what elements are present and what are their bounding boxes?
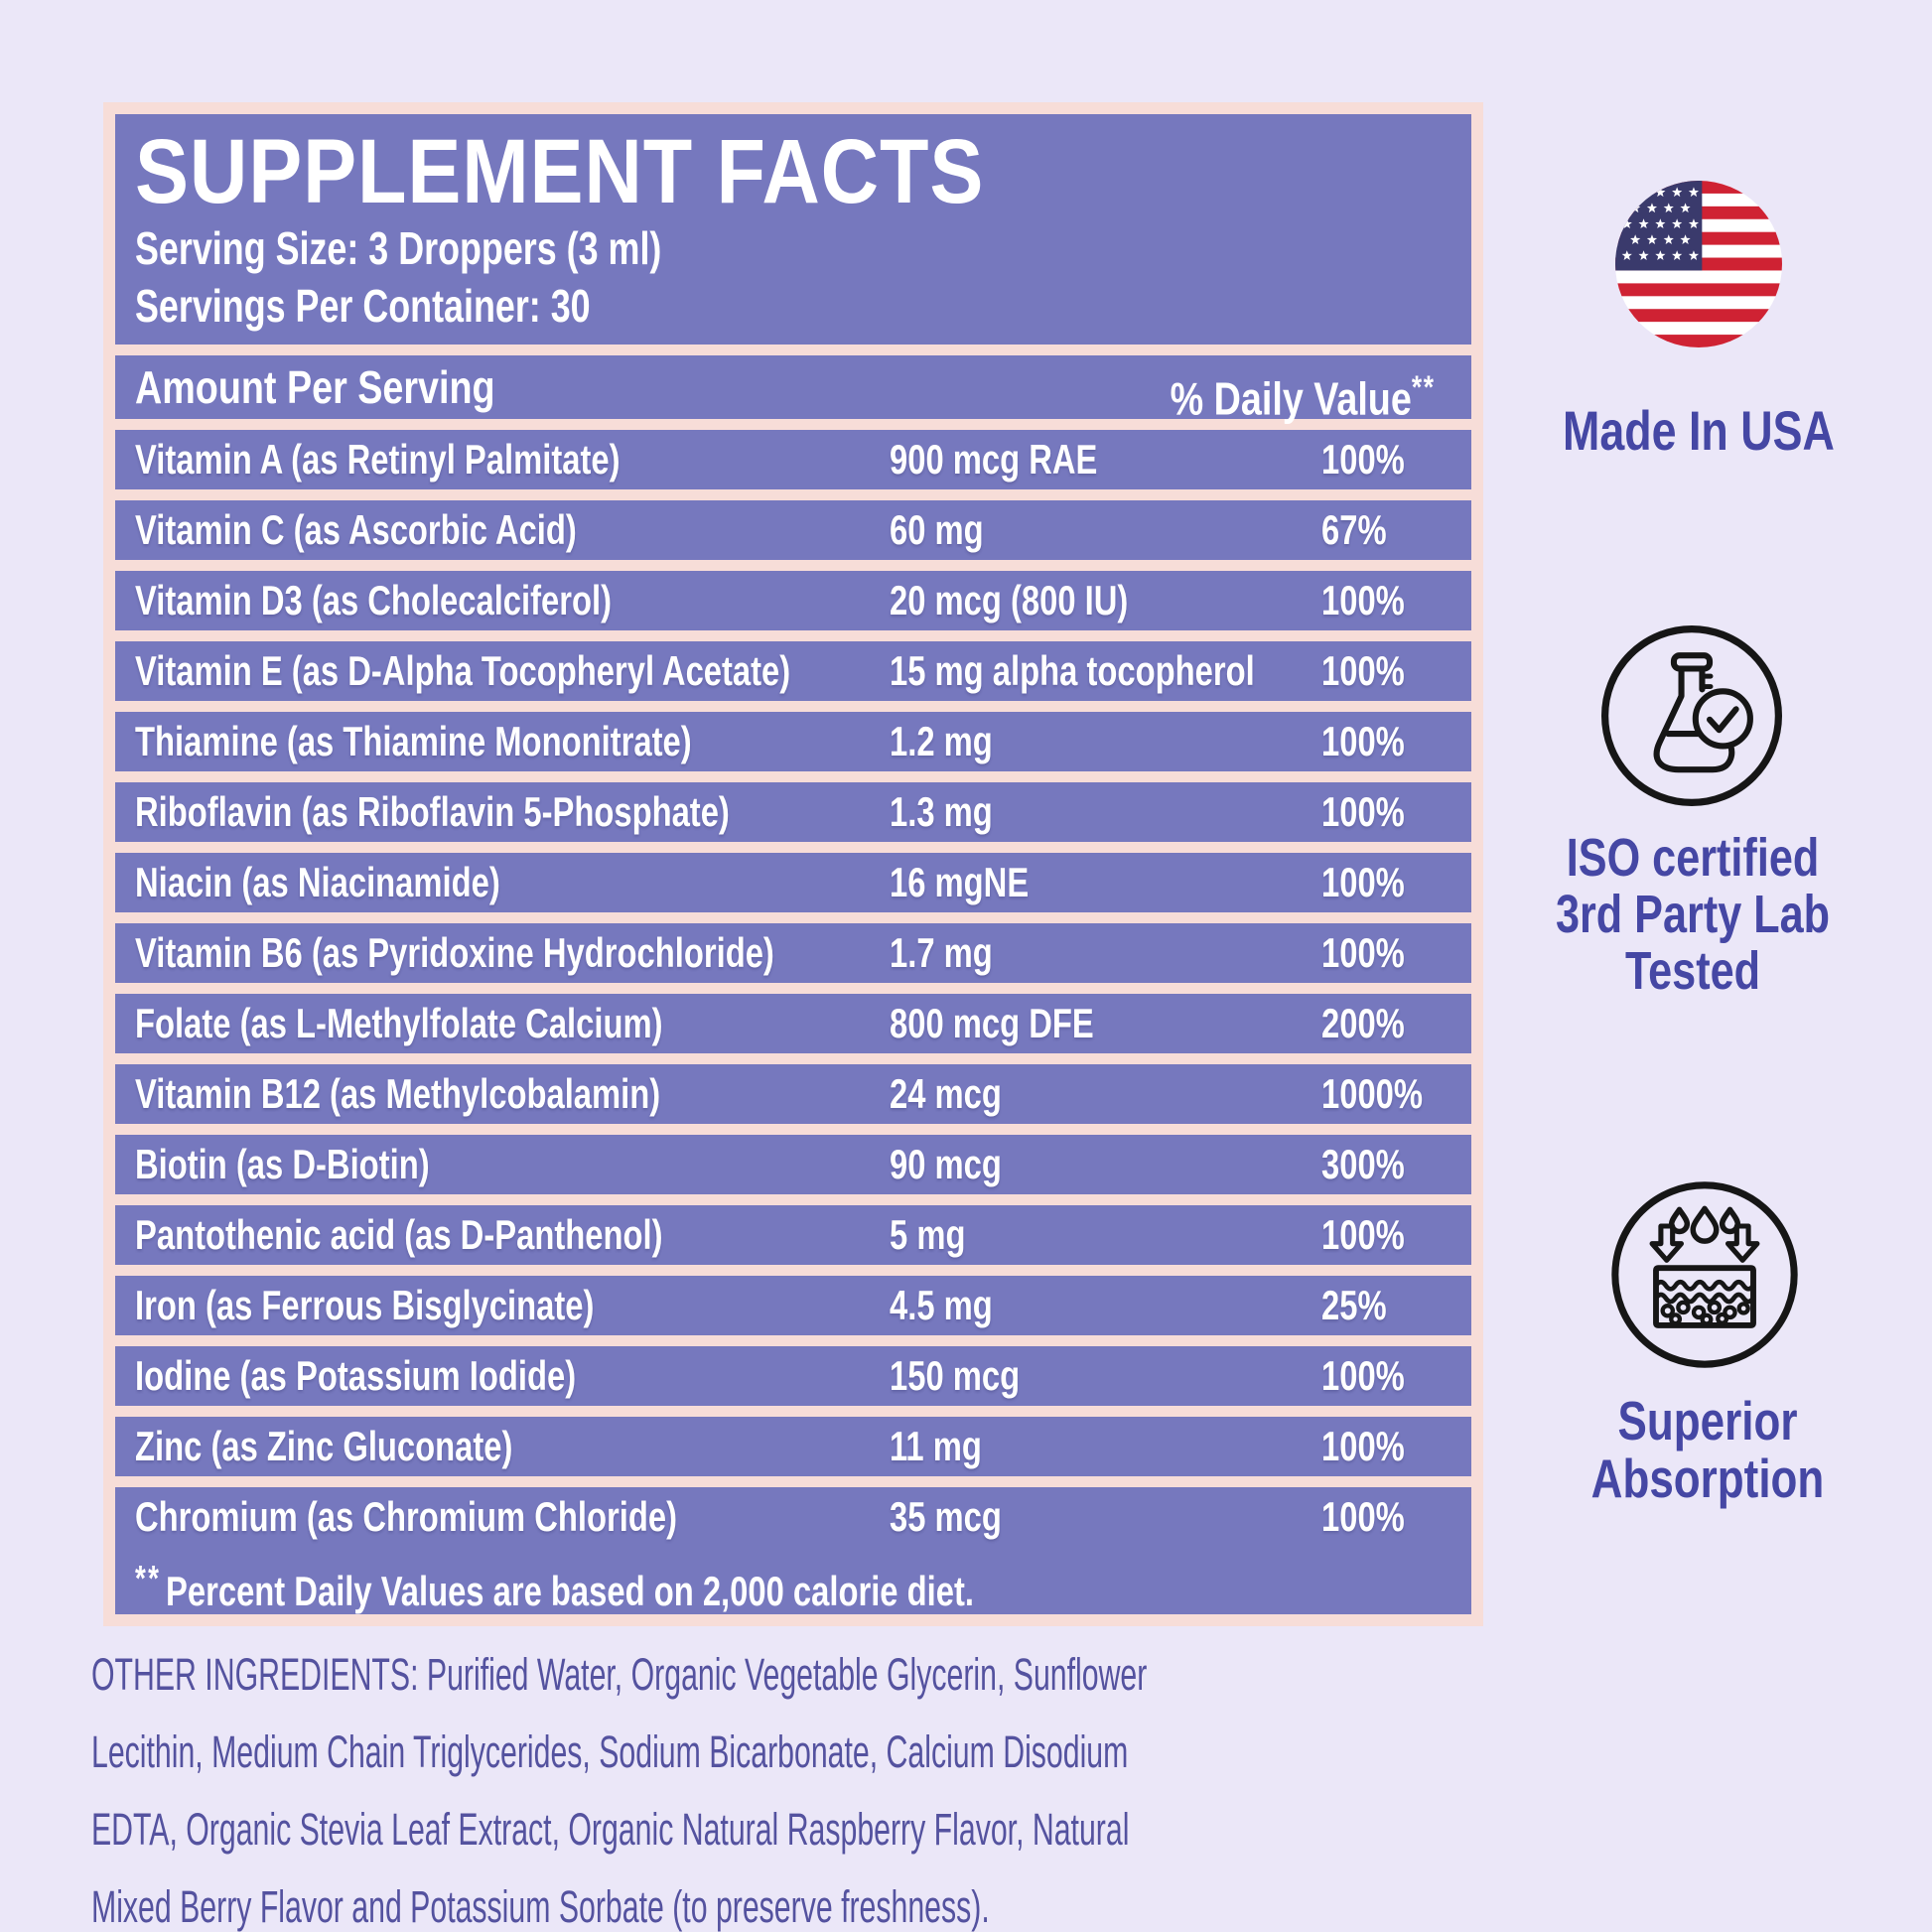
nutrient-amount: 1.2 mg — [890, 718, 993, 764]
nutrient-amount: 24 mcg — [890, 1070, 1002, 1117]
nutrient-amount: 11 mg — [890, 1423, 982, 1469]
daily-value-asterisks: ** — [1412, 369, 1436, 405]
iso-caption-line-2: 3rd Party Lab — [1555, 885, 1831, 944]
nutrient-name: Iron (as Ferrous Bisglycinate) — [135, 1282, 595, 1328]
nutrient-daily-value: 100% — [1321, 1352, 1405, 1399]
nutrient-name: Riboflavin (as Riboflavin 5-Phosphate) — [135, 788, 730, 835]
table-row: Vitamin B12 (as Methylcobalamin) 24 mcg 10… — [115, 1064, 1471, 1124]
footnote-row: ** Percent Daily Values are based on 2,00… — [115, 1547, 1471, 1614]
nutrient-name: Vitamin E (as D-Alpha Tocopheryl Acetate… — [135, 647, 791, 694]
nutrient-amount: 800 mcg DFE — [890, 1000, 1094, 1046]
nutrient-name: Vitamin D3 (as Cholecalciferol) — [135, 577, 613, 623]
servings-per-container: Servings Per Container: 30 — [135, 280, 591, 332]
nutrient-name: Zinc (as Zinc Gluconate) — [135, 1423, 513, 1469]
nutrient-name: Vitamin A (as Retinyl Palmitate) — [135, 436, 621, 483]
nutrient-name: Iodine (as Potassium Iodide) — [135, 1352, 577, 1399]
table-row: Vitamin C (as Ascorbic Acid) 60 mg 67% — [115, 500, 1471, 560]
skin-absorption-icon — [1607, 1177, 1802, 1372]
nutrient-daily-value: 100% — [1321, 577, 1405, 623]
table-row: Iron (as Ferrous Bisglycinate) 4.5 mg 25% — [115, 1276, 1471, 1335]
nutrient-daily-value: 200% — [1321, 1000, 1405, 1046]
nutrient-name: Thiamine (as Thiamine Mononitrate) — [135, 718, 692, 764]
nutrient-name: Chromium (as Chromium Chloride) — [135, 1493, 678, 1540]
nutrient-daily-value: 100% — [1321, 647, 1405, 694]
iso-certified-caption: ISO certified 3rd Party Lab Tested — [1514, 830, 1871, 1000]
table-row: Riboflavin (as Riboflavin 5-Phosphate) 1.… — [115, 782, 1471, 842]
nutrient-amount: 1.7 mg — [890, 929, 993, 976]
made-in-usa-caption: Made In USA — [1529, 401, 1866, 461]
iso-caption-line-3: Tested — [1624, 941, 1761, 1001]
table-row: Vitamin D3 (as Cholecalciferol) 20 mcg (8… — [115, 571, 1471, 630]
table-row: Niacin (as Niacinamide) 16 mgNE 100% — [115, 853, 1471, 912]
nutrient-name: Vitamin C (as Ascorbic Acid) — [135, 506, 577, 553]
absorption-caption-line-1: Superior — [1617, 1390, 1798, 1451]
made-in-usa-label: Made In USA — [1563, 399, 1835, 462]
table-row: Vitamin A (as Retinyl Palmitate) 900 mcg … — [115, 430, 1471, 489]
nutrient-amount: 60 mg — [890, 506, 984, 553]
other-ingredients-line-2: Lecithin, Medium Chain Triglycerides, So… — [91, 1726, 1129, 1777]
other-ingredients-paragraph: OTHER INGREDIENTS: Purified Water, Organ… — [91, 1636, 1501, 1932]
nutrient-daily-value: 100% — [1321, 1423, 1405, 1469]
superior-absorption-caption: Superior Absorption — [1524, 1392, 1891, 1507]
daily-value-header: % Daily Value** — [1170, 369, 1436, 425]
usa-flag-icon — [1615, 181, 1782, 347]
nutrient-daily-value: 1000% — [1321, 1070, 1424, 1117]
table-row: Iodine (as Potassium Iodide) 150 mcg 100% — [115, 1346, 1471, 1406]
iso-caption-line-1: ISO certified — [1566, 828, 1820, 888]
table-row: Folate (as L-Methylfolate Calcium) 800 mc… — [115, 994, 1471, 1053]
nutrient-amount: 16 mgNE — [890, 859, 1030, 905]
nutrient-amount: 4.5 mg — [890, 1282, 993, 1328]
nutrient-daily-value: 100% — [1321, 929, 1405, 976]
lab-flask-check-icon — [1597, 621, 1786, 810]
table-row: Zinc (as Zinc Gluconate) 11 mg 100% — [115, 1417, 1471, 1476]
nutrient-daily-value: 67% — [1321, 506, 1387, 553]
nutrient-daily-value: 25% — [1321, 1282, 1387, 1328]
table-row: Biotin (as D-Biotin) 90 mcg 300% — [115, 1135, 1471, 1194]
nutrient-daily-value: 300% — [1321, 1141, 1405, 1187]
table-row: Pantothenic acid (as D-Panthenol) 5 mg 100… — [115, 1205, 1471, 1265]
table-row: Thiamine (as Thiamine Mononitrate) 1.2 mg… — [115, 712, 1471, 771]
nutrient-amount: 20 mcg (800 IU) — [890, 577, 1129, 623]
other-ingredients-line-3: EDTA, Organic Stevia Leaf Extract, Organ… — [91, 1804, 1130, 1855]
nutrient-amount: 90 mcg — [890, 1141, 1002, 1187]
panel-header: SUPPLEMENT FACTS Serving Size: 3 Dropper… — [115, 114, 1471, 345]
table-row: Vitamin B6 (as Pyridoxine Hydrochloride)… — [115, 923, 1471, 983]
nutrient-name: Pantothenic acid (as D-Panthenol) — [135, 1211, 663, 1258]
nutrient-amount: 900 mcg RAE — [890, 436, 1098, 483]
nutrient-name: Niacin (as Niacinamide) — [135, 859, 500, 905]
nutrient-amount: 15 mg alpha tocopherol — [890, 647, 1255, 694]
nutrient-name: Biotin (as D-Biotin) — [135, 1141, 430, 1187]
nutrient-daily-value: 100% — [1321, 1211, 1405, 1258]
other-ingredients-line-1: OTHER INGREDIENTS: Purified Water, Organ… — [91, 1649, 1148, 1700]
nutrient-name: Vitamin B12 (as Methylcobalamin) — [135, 1070, 661, 1117]
nutrient-daily-value: 100% — [1321, 788, 1405, 835]
absorption-caption-line-2: Absorption — [1590, 1448, 1825, 1509]
nutrient-daily-value: 100% — [1321, 1493, 1405, 1540]
table-row: Chromium (as Chromium Chloride) 35 mcg 100… — [115, 1487, 1471, 1547]
column-header-row: Amount Per Serving % Daily Value** — [115, 355, 1471, 424]
serving-size: Serving Size: 3 Droppers (3 ml) — [135, 222, 662, 274]
nutrient-amount: 1.3 mg — [890, 788, 993, 835]
footnote-text: Percent Daily Values are based on 2,000 … — [166, 1568, 974, 1614]
other-ingredients-line-4: Mixed Berry Flavor and Potassium Sorbate… — [91, 1881, 990, 1932]
nutrient-name: Vitamin B6 (as Pyridoxine Hydrochloride) — [135, 929, 774, 976]
nutrient-daily-value: 100% — [1321, 718, 1405, 764]
supplement-facts-panel: SUPPLEMENT FACTS Serving Size: 3 Dropper… — [103, 102, 1483, 1626]
nutrient-amount: 150 mcg — [890, 1352, 1021, 1399]
nutrient-rows: Vitamin A (as Retinyl Palmitate) 900 mcg … — [115, 430, 1471, 1547]
nutrient-name: Folate (as L-Methylfolate Calcium) — [135, 1000, 663, 1046]
footnote-asterisks: ** — [135, 1559, 162, 1598]
nutrient-amount: 5 mg — [890, 1211, 966, 1258]
nutrient-daily-value: 100% — [1321, 436, 1405, 483]
nutrient-amount: 35 mcg — [890, 1493, 1002, 1540]
amount-per-serving-header: Amount Per Serving — [135, 361, 495, 413]
table-row: Vitamin E (as D-Alpha Tocopheryl Acetate… — [115, 641, 1471, 701]
panel-title: SUPPLEMENT FACTS — [135, 121, 985, 222]
nutrient-daily-value: 100% — [1321, 859, 1405, 905]
